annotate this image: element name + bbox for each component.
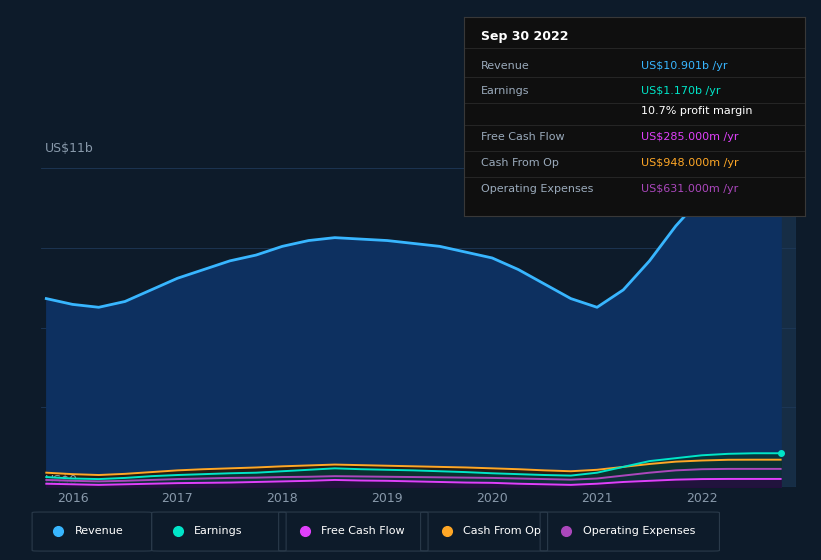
Text: Revenue: Revenue xyxy=(481,60,530,71)
Text: 10.7% profit margin: 10.7% profit margin xyxy=(641,106,753,116)
Text: US$11b: US$11b xyxy=(45,142,94,155)
Text: US$1.170b /yr: US$1.170b /yr xyxy=(641,86,721,96)
Text: Earnings: Earnings xyxy=(481,86,530,96)
Text: Free Cash Flow: Free Cash Flow xyxy=(321,526,405,535)
Text: Sep 30 2022: Sep 30 2022 xyxy=(481,30,568,43)
Text: US$0: US$0 xyxy=(45,474,78,487)
Text: Cash From Op: Cash From Op xyxy=(463,526,541,535)
Text: US$285.000m /yr: US$285.000m /yr xyxy=(641,132,739,142)
Text: US$10.901b /yr: US$10.901b /yr xyxy=(641,60,727,71)
Text: US$948.000m /yr: US$948.000m /yr xyxy=(641,158,739,168)
Text: Free Cash Flow: Free Cash Flow xyxy=(481,132,565,142)
Text: Earnings: Earnings xyxy=(195,526,243,535)
Text: US$631.000m /yr: US$631.000m /yr xyxy=(641,184,738,194)
Bar xyxy=(754,168,796,487)
Text: Cash From Op: Cash From Op xyxy=(481,158,559,168)
Text: Operating Expenses: Operating Expenses xyxy=(583,526,695,535)
Text: Operating Expenses: Operating Expenses xyxy=(481,184,594,194)
Text: Revenue: Revenue xyxy=(75,526,123,535)
